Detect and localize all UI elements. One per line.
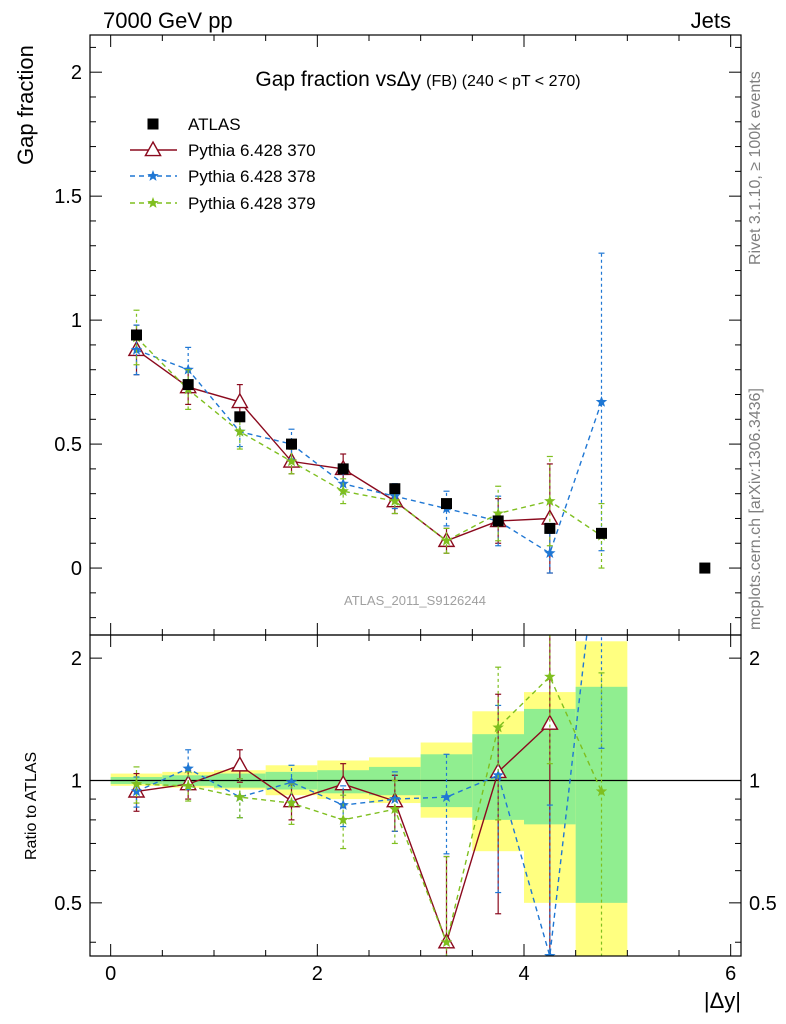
legend-marker: [147, 118, 159, 130]
ratio-point: [130, 778, 143, 789]
ratio-point: [285, 797, 298, 808]
header-process-label: Jets: [691, 8, 731, 33]
x-tick-label: 0: [105, 963, 116, 985]
ratio-point: [389, 803, 401, 815]
header-collision-label: 7000 GeV pp: [103, 8, 233, 33]
ratio-point: [440, 791, 453, 802]
data-point: [492, 507, 504, 519]
ratio-y-tick-label-right: 1: [749, 770, 760, 792]
analysis-watermark: ATLAS_2011_S9126244: [344, 593, 486, 608]
legend-marker: [147, 197, 159, 208]
ratio-point: [440, 936, 453, 948]
data-point: [492, 515, 504, 527]
ratio-series-line: [136, 635, 588, 956]
main-plot-panel: 0 0.5 1 1.5 2 Gap fraction vsΔy (FB) (240 < p…: [54, 34, 742, 636]
main-y-axis-label: Gap fraction: [13, 45, 38, 165]
data-point: [231, 392, 249, 409]
rivet-version-label: Rivet 3.1.10, ≥ 100k events: [747, 71, 764, 265]
series-3: [130, 309, 608, 569]
data-point: [544, 522, 556, 534]
ratio-series-2: [130, 635, 608, 956]
x-tick-label: 4: [518, 963, 529, 985]
ratio-point: [182, 779, 194, 791]
ratio-point: [544, 950, 556, 956]
data-point: [234, 425, 246, 437]
data-point: [337, 463, 349, 475]
ratio-point: [337, 813, 349, 825]
ratio-y-axis-label: Ratio to ATLAS: [23, 752, 40, 860]
data-point: [544, 495, 556, 506]
x-tick-label: 6: [725, 963, 736, 985]
series-0: [131, 329, 711, 574]
chart-title-main: Gap fraction vs: [255, 68, 396, 91]
ratio-plot-frame: [89, 634, 742, 957]
data-point: [337, 485, 349, 497]
data-point: [441, 498, 452, 510]
ratio-point: [231, 755, 249, 772]
main-y-tick-label: 0: [71, 558, 82, 580]
ratio-point: [541, 714, 559, 730]
legend: ATLAS Pythia 6.428 370 Pythia 6.428 378 Pyt…: [130, 115, 316, 213]
ratio-series-line: [136, 675, 603, 945]
mcplots-reference-label: mcplots.cern.ch [arXiv:1306.3436]: [747, 388, 764, 630]
x-axis-label: |Δy|: [704, 988, 741, 1013]
series-2: [130, 252, 608, 574]
x-tick-label: 2: [312, 963, 323, 985]
data-point: [440, 534, 453, 546]
ratio-y-tick-label-left: 1: [71, 770, 82, 792]
series-1: [127, 324, 559, 574]
main-y-tick-label: 1: [71, 310, 82, 332]
legend-marker: [144, 140, 162, 157]
ratio-y-tick-label-left: 2: [71, 648, 82, 670]
ratio-point: [492, 769, 504, 781]
data-point: [131, 329, 142, 341]
ratio-point: [544, 670, 556, 682]
data-point: [234, 411, 246, 423]
ratio-y-tick-label-right: 0.5: [749, 893, 777, 915]
main-y-tick-label: 0.5: [54, 434, 82, 456]
data-point: [286, 438, 297, 450]
data-point: [544, 547, 556, 559]
data-point: [595, 395, 608, 407]
data-point: [541, 509, 559, 525]
ratio-point: [234, 791, 246, 802]
ratio-y-tick-label-left: 0.5: [54, 893, 82, 915]
chart-title-sub: (FB) (240 < pT < 270): [426, 73, 580, 90]
legend-label: ATLAS: [188, 115, 241, 134]
data-point: [699, 562, 711, 574]
main-y-tick-label: 1.5: [54, 186, 82, 208]
ratio-point: [182, 762, 194, 774]
ratio-point: [492, 721, 504, 733]
legend-label: Pythia 6.428 378: [188, 167, 316, 186]
data-point: [389, 483, 401, 495]
legend-label: Pythia 6.428 379: [188, 194, 316, 213]
series-line: [136, 349, 550, 542]
legend-marker: [147, 170, 159, 181]
series-line: [136, 337, 602, 542]
data-point: [596, 527, 607, 539]
data-point: [285, 455, 298, 467]
ratio-point: [595, 785, 608, 797]
series-line: [136, 349, 603, 555]
ratio-point: [285, 776, 298, 788]
data-point: [389, 495, 401, 506]
chart-title: Gap fraction vsΔy (FB) (240 < pT < 270): [255, 68, 580, 91]
data-point: [130, 343, 143, 355]
legend-label: Pythia 6.428 370: [188, 141, 316, 160]
chart-title-delta: Δy: [397, 68, 422, 91]
ratio-plot-panel: 0 2 4 6 0.5 0.5 1 1 2 2: [54, 634, 777, 985]
main-y-tick-label: 2: [71, 62, 82, 84]
ratio-y-tick-label-right: 2: [749, 648, 760, 670]
data-point: [182, 379, 194, 391]
